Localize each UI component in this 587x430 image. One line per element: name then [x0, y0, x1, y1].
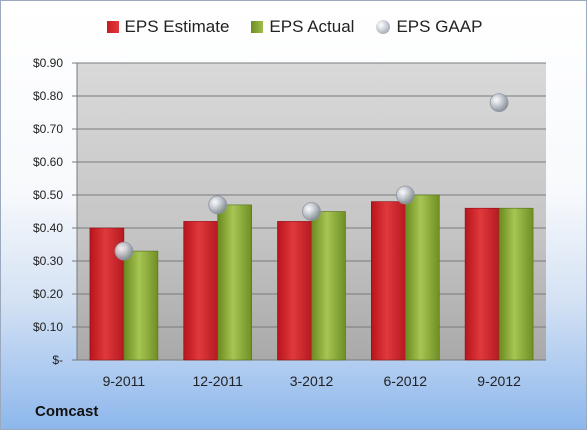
y-tick-label: $0.40 — [33, 221, 63, 235]
legend-swatch-gaap — [376, 20, 391, 34]
point-eps-gaap — [208, 195, 228, 215]
company-name: Comcast — [35, 403, 99, 420]
legend-swatch-estimate — [106, 21, 119, 33]
point-eps-gaap — [489, 93, 509, 112]
x-tick-label: 12-2011 — [193, 373, 244, 389]
legend-item-actual: EPS Actual — [251, 17, 354, 37]
y-tick-label: $0.80 — [33, 89, 63, 103]
bar-eps-actual — [123, 250, 159, 361]
legend-label-estimate: EPS Estimate — [124, 17, 230, 36]
point-eps-gaap — [302, 202, 321, 221]
bar-eps-estimate — [183, 221, 218, 361]
bar-eps-actual — [404, 194, 440, 361]
y-tick-label: $0.70 — [33, 122, 63, 136]
legend-swatch-actual — [251, 21, 264, 33]
x-tick-label: 3-2012 — [290, 373, 334, 389]
y-tick-label: $0.60 — [33, 155, 63, 169]
legend-label-actual: EPS Actual — [269, 17, 355, 36]
legend-label-gaap: EPS GAAP — [396, 17, 483, 36]
bar-eps-actual — [311, 211, 346, 361]
x-tick-label: 9-2011 — [103, 373, 146, 389]
bar-eps-estimate — [277, 221, 312, 361]
bar-eps-actual — [217, 204, 252, 361]
y-tick-label: $- — [52, 353, 63, 367]
y-tick-label: $0.50 — [33, 188, 63, 202]
x-tick-label: 6-2012 — [384, 373, 428, 389]
y-tick-label: $0.20 — [33, 287, 63, 301]
bar-eps-actual — [498, 207, 534, 361]
legend-item-estimate: EPS Estimate — [106, 17, 230, 37]
y-tick-label: $0.10 — [33, 320, 63, 334]
legend: EPS Estimate EPS Actual EPS GAAP — [1, 17, 586, 37]
bar-eps-estimate — [464, 207, 500, 361]
point-eps-gaap — [114, 241, 134, 261]
point-eps-gaap — [395, 185, 415, 205]
legend-item-gaap: EPS GAAP — [376, 17, 482, 37]
y-tick-label: $0.90 — [33, 56, 63, 70]
y-tick-label: $0.30 — [33, 254, 63, 268]
bar-eps-estimate — [370, 201, 406, 361]
x-tick-label: 9-2012 — [477, 373, 521, 389]
